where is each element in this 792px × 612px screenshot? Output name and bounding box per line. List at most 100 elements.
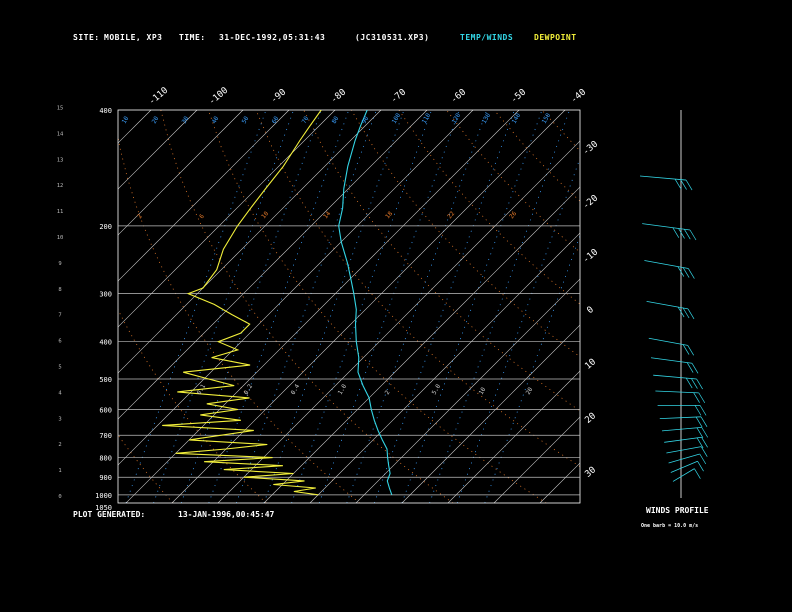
mixing-ratio-low-label: 0.2 (243, 383, 255, 396)
isotherm (263, 186, 580, 503)
wind-barb-flag (688, 268, 695, 279)
mixing-ratio-low-label: 10 (478, 386, 488, 396)
isotherm (0, 110, 13, 503)
wind-barb-flag (691, 378, 698, 389)
site-label: SITE: (73, 33, 100, 42)
wind-barb-flag (696, 437, 704, 449)
mixing-ratio-line (401, 110, 543, 503)
mixing-ratio-line (456, 157, 580, 503)
plot-generated-value: 13-JAN-1996,00:45:47 (178, 510, 275, 519)
wind-barb-shaft (648, 337, 688, 346)
wind-barb-shaft (668, 453, 700, 464)
top-temp-tick: -80 (329, 87, 348, 105)
wind-barb-flag (700, 446, 708, 457)
mixing-ratio-label: 20 (151, 115, 161, 125)
mixing-ratio-line (318, 110, 460, 503)
isotherm (309, 232, 580, 503)
height-km-label: 9 (58, 261, 61, 267)
wind-barb-flag (687, 345, 695, 356)
wind-barb-flag (693, 392, 700, 403)
theta-label: 22 (446, 210, 456, 220)
isotherm (118, 110, 152, 144)
isotherm (586, 110, 792, 503)
pressure-tick-label: 600 (99, 406, 112, 414)
right-temp-tick: 0 (585, 305, 596, 316)
wind-barb-flag (695, 416, 703, 428)
height-km-label: 7 (58, 313, 61, 319)
isotherm (539, 462, 580, 503)
axis-labels: 4002003004005006007008009001000105001234… (57, 86, 600, 512)
mixing-ratio-label: 10 (121, 115, 131, 125)
height-km-label: 5 (58, 365, 61, 371)
mixing-ratio-line (153, 110, 294, 503)
pressure-tick-label: 700 (99, 432, 112, 440)
right-temp-tick: 20 (583, 411, 598, 426)
dry-adiabat (0, 110, 80, 503)
top-temp-tick: -70 (389, 87, 408, 105)
mixing-ratio-label: 60 (271, 115, 281, 125)
isotherm (171, 110, 566, 503)
top-temp-tick: -50 (509, 87, 528, 105)
isotherm (217, 140, 580, 503)
height-km-label: 3 (58, 416, 61, 422)
isotherm (0, 110, 59, 503)
isotherm (447, 370, 580, 503)
theta-label: 10 (260, 210, 270, 220)
wind-barb-shaft (672, 468, 695, 482)
wind-barb-flag (682, 267, 690, 278)
file-id: (JC310531.XP3) (355, 33, 430, 42)
wind-profile (639, 110, 709, 498)
wind-barb-flag (696, 378, 703, 390)
mixing-ratio-line (374, 110, 515, 503)
theta-label: 6 (198, 213, 206, 221)
mixing-ratio-low-label: 2 (384, 389, 392, 396)
pressure-tick-label: 1000 (95, 492, 112, 500)
theta-label: 18 (384, 210, 394, 220)
dewpoint-curve (162, 110, 322, 496)
winds-profile-title: WINDS PROFILE (646, 506, 709, 515)
mixing-ratio-label: 100 (391, 112, 403, 125)
isotherm (401, 324, 580, 503)
mixing-ratio-lines (125, 110, 580, 503)
mixing-ratio-low-label: 5.0 (431, 383, 443, 396)
barb-note: One barb = 10.0 m/s (641, 523, 699, 529)
theta-label: 14 (322, 210, 332, 220)
dry-adiabat (118, 434, 174, 503)
dry-adiabat (350, 110, 580, 358)
mixing-ratio-line (125, 110, 267, 503)
wind-barb-flag (694, 405, 702, 416)
wind-barb-flag (680, 179, 687, 190)
isotherm (118, 110, 474, 466)
wind-barb-shaft (642, 223, 691, 231)
mixing-ratio-line (263, 110, 405, 503)
height-km-label: 13 (57, 157, 64, 163)
mixing-ratio-label: 30 (181, 115, 191, 125)
wind-barb-flag (687, 308, 695, 320)
height-km-label: 0 (58, 494, 61, 500)
right-temp-tick: -20 (581, 193, 600, 211)
isotherm (118, 110, 382, 374)
wind-barb-flag (700, 416, 708, 427)
dry-adiabat (446, 110, 580, 253)
legend-temp-winds: TEMP/WINDS (460, 33, 514, 42)
wind-barb-shaft (644, 260, 689, 269)
wind-barb-flag (689, 229, 697, 241)
mixing-ratio-low-label: 0.1 (196, 383, 208, 396)
wind-barb-shaft (666, 446, 702, 454)
isotherm (118, 110, 198, 190)
wind-barb-flag (696, 427, 704, 438)
wind-barb-flag (694, 468, 701, 479)
wind-barb-flag (686, 362, 694, 373)
dry-adiabat (160, 110, 454, 503)
top-temp-tick: -40 (569, 87, 588, 105)
height-km-label: 6 (58, 339, 61, 345)
isotherm-lines (0, 110, 792, 503)
site-value: MOBILE, XP3 (104, 33, 163, 42)
wind-barb-shaft (650, 357, 693, 364)
right-temp-tick: 30 (583, 465, 598, 480)
wind-barb-flag (685, 377, 693, 389)
dry-adiabat (493, 110, 580, 202)
wind-barb-shaft (655, 390, 699, 394)
height-km-label: 1 (58, 468, 61, 474)
